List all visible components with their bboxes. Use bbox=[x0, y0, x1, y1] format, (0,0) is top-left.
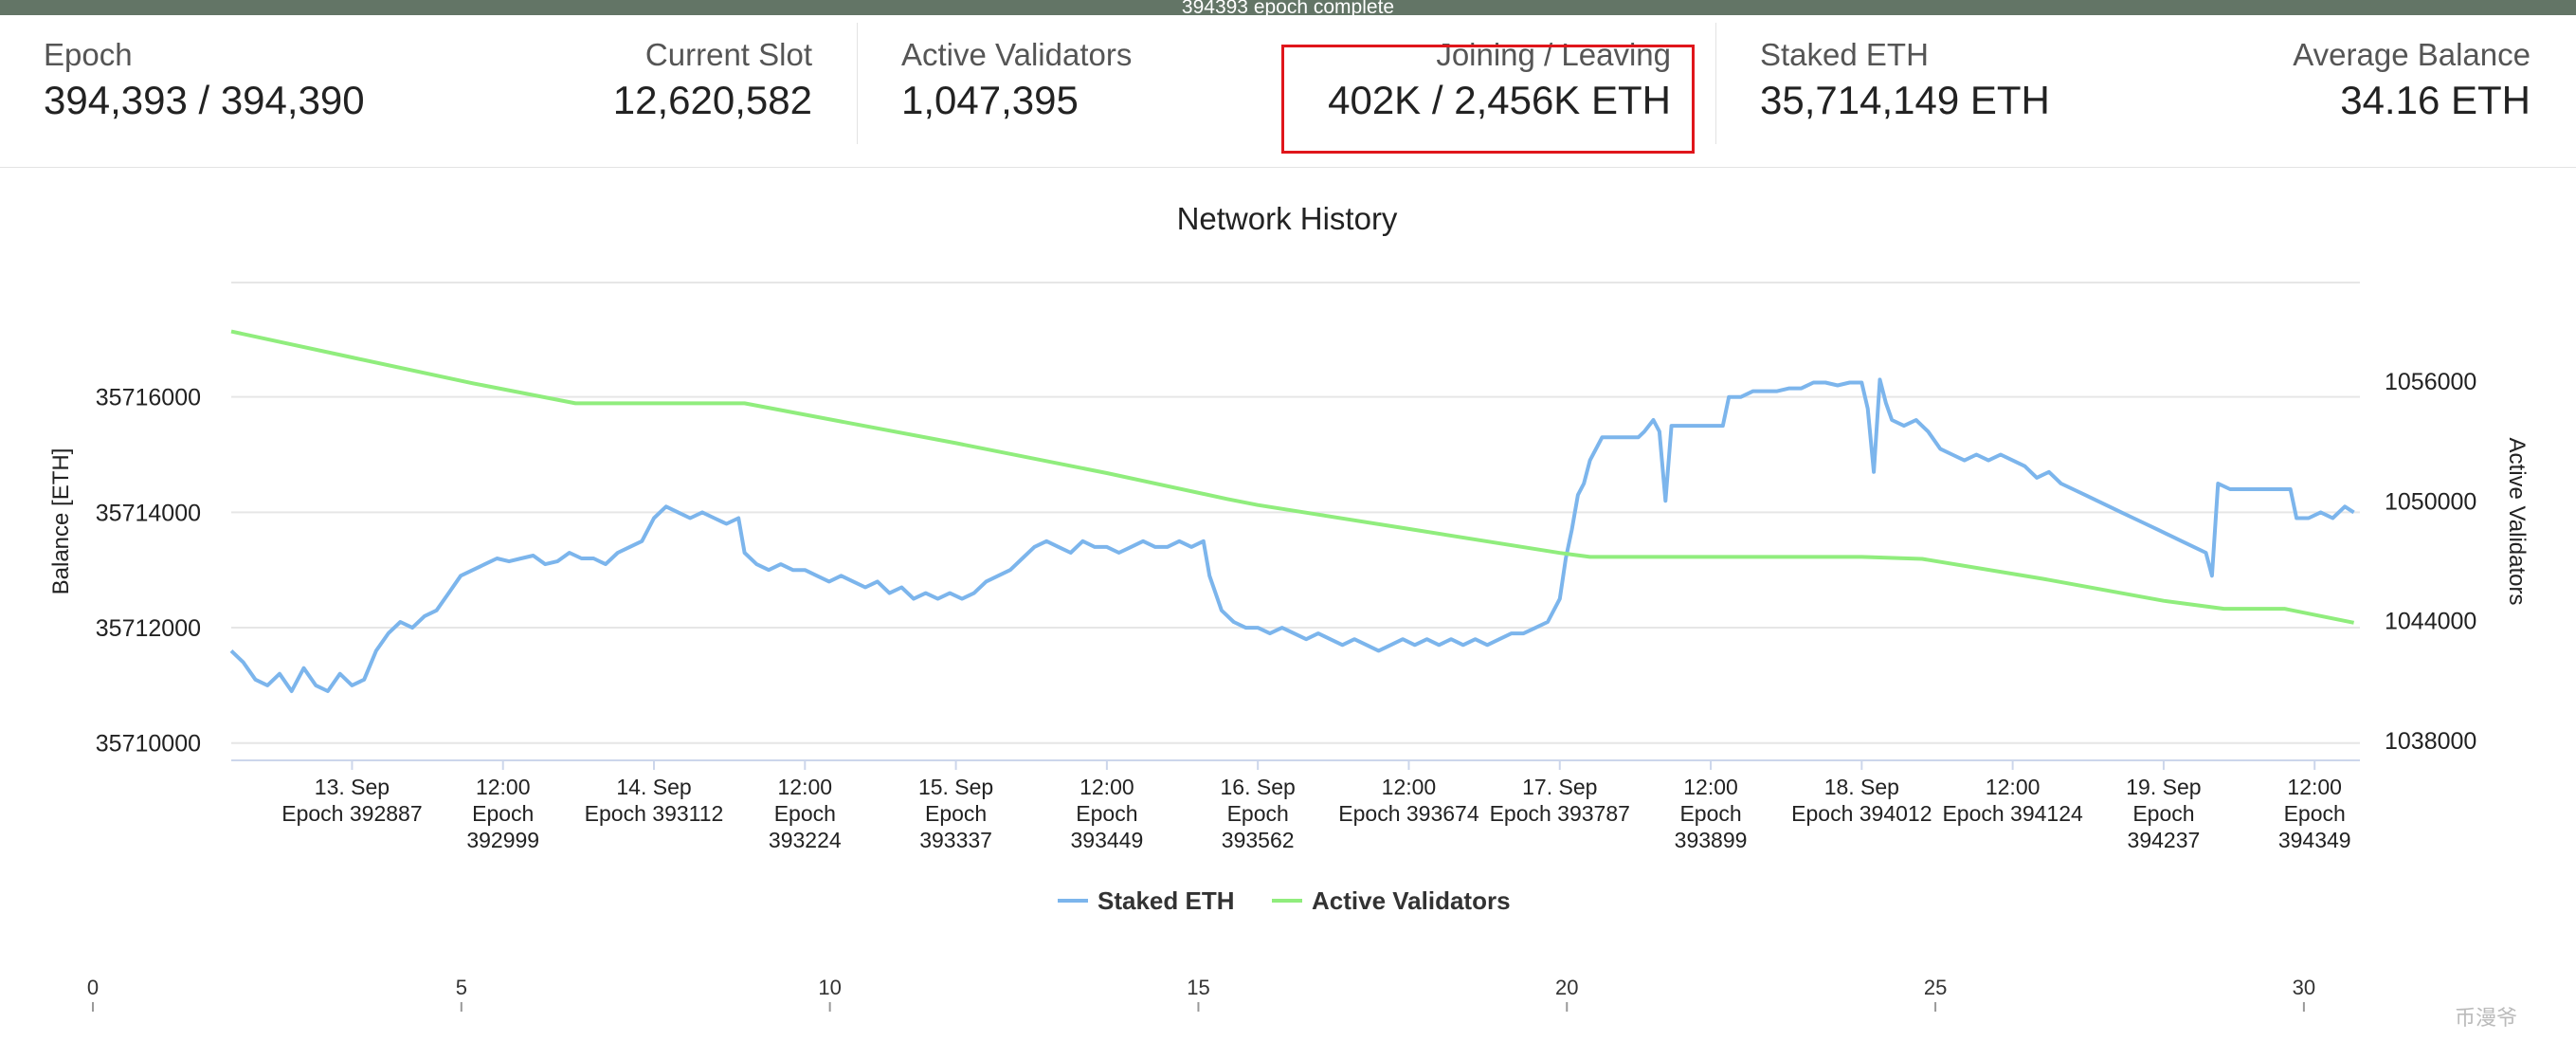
stat-epoch-value: 394,393 / 394,390 bbox=[44, 78, 365, 122]
x-axis-tick-label: 393337 bbox=[919, 828, 992, 852]
stat-average-balance-value: 34.16 ETH bbox=[2340, 78, 2531, 122]
left-axis-tick-label: 35710000 bbox=[96, 731, 201, 758]
stat-active-validators-label: Active Validators bbox=[901, 37, 1133, 72]
x-axis-tick-label: Epoch 393674 bbox=[1338, 801, 1479, 826]
navigator-tick-label: 20 bbox=[1555, 976, 1578, 999]
highlight-box bbox=[1281, 45, 1695, 154]
x-axis-tick-label: 12:00 bbox=[2287, 775, 2342, 799]
stat-joining-leaving-label: Joining / Leaving bbox=[1436, 37, 1671, 72]
stat-staked-eth-label: Staked ETH bbox=[1760, 37, 1929, 72]
x-axis-tick-label: 393899 bbox=[1675, 828, 1748, 852]
legend-label-staked-eth[interactable]: Staked ETH bbox=[1098, 886, 1235, 915]
stat-joining-leaving: Joining / Leaving 402K / 2,456K ETH bbox=[1328, 36, 1671, 127]
left-axis-title: Balance [ETH] bbox=[48, 448, 74, 595]
x-axis-tick-label: Epoch 393112 bbox=[585, 801, 724, 826]
x-axis-tick-label: Epoch bbox=[774, 801, 836, 826]
stat-average-balance-label: Average Balance bbox=[2293, 37, 2531, 72]
x-axis-tick-label: 17. Sep bbox=[1522, 775, 1597, 799]
stat-staked-eth-value: 35,714,149 ETH bbox=[1760, 78, 2050, 122]
navigator-tick-label: 15 bbox=[1187, 976, 1209, 999]
x-axis-tick-label: 12:00 bbox=[1382, 775, 1437, 799]
x-axis-tick-label: 12:00 bbox=[1683, 775, 1738, 799]
left-axis-tick-label: 35716000 bbox=[96, 385, 201, 411]
x-axis-tick-label: Epoch bbox=[2132, 801, 2194, 826]
x-axis-tick-label: Epoch bbox=[1679, 801, 1741, 826]
left-axis-ticks: 35710000 35712000 35714000 35716000 bbox=[96, 385, 201, 758]
navigator-tick-label: 10 bbox=[818, 976, 841, 999]
x-axis-tick-label: 13. Sep bbox=[315, 775, 390, 799]
stat-staked-eth: Staked ETH 35,714,149 ETH bbox=[1760, 36, 2050, 127]
x-axis-tick-label: 19. Sep bbox=[2126, 775, 2201, 799]
x-axis-tick-label: 16. Sep bbox=[1221, 775, 1296, 799]
stat-active-validators-value: 1,047,395 bbox=[901, 78, 1079, 122]
legend-label-active-validators[interactable]: Active Validators bbox=[1312, 886, 1511, 915]
navigator-tick-label: 25 bbox=[1924, 976, 1947, 999]
x-axis-tick-label: 393449 bbox=[1071, 828, 1144, 852]
watermark: 币漫爷 bbox=[2455, 1001, 2517, 1032]
x-axis-tick-label: 12:00 bbox=[1079, 775, 1134, 799]
network-history-chart: Network History 35710000 35712000 35714000… bbox=[48, 201, 2530, 1012]
right-axis-title: Active Validators bbox=[2504, 438, 2530, 606]
x-axis-tick-label: Epoch 393787 bbox=[1490, 801, 1630, 826]
x-axis-tick-label: Epoch 394124 bbox=[1942, 801, 2083, 826]
x-axis-tick-label: Epoch 394012 bbox=[1791, 801, 1932, 826]
navigator-tick-label: 0 bbox=[87, 976, 99, 999]
epoch-status-text: 394393 epoch complete bbox=[1181, 0, 1395, 15]
x-axis-tick-label: Epoch bbox=[1227, 801, 1289, 826]
stat-epoch: Epoch 394,393 / 394,390 bbox=[44, 36, 365, 127]
series-line-staked-eth bbox=[229, 377, 2355, 693]
x-axis-tick-label: 392999 bbox=[466, 828, 539, 852]
chart-gridlines bbox=[231, 282, 2360, 744]
right-axis-tick-label: 1056000 bbox=[2385, 369, 2476, 395]
stat-current-slot-value: 12,620,582 bbox=[612, 78, 812, 122]
x-axis-tick-label: 12:00 bbox=[778, 775, 833, 799]
x-axis-tick-label: 394349 bbox=[2278, 828, 2351, 852]
chart-series bbox=[229, 329, 2355, 693]
stat-divider bbox=[1715, 23, 1716, 144]
right-axis-tick-label: 1050000 bbox=[2385, 488, 2476, 515]
stat-joining-leaving-value: 402K / 2,456K ETH bbox=[1328, 78, 1671, 122]
right-axis-tick-label: 1044000 bbox=[2385, 609, 2476, 635]
left-axis-tick-label: 35714000 bbox=[96, 500, 201, 526]
x-axis-tick-label: Epoch bbox=[925, 801, 987, 826]
x-axis-tick-label: 18. Sep bbox=[1824, 775, 1899, 799]
x-axis-tick-label: Epoch bbox=[472, 801, 534, 826]
watermark-text: 币漫爷 bbox=[2455, 1006, 2518, 1030]
chart-title: Network History bbox=[1177, 201, 1398, 236]
x-axis-tick-label: 12:00 bbox=[476, 775, 531, 799]
chart-legend[interactable]: Staked ETH Active Validators bbox=[1058, 886, 1511, 915]
left-axis-tick-label: 35712000 bbox=[96, 615, 201, 642]
right-axis-tick-label: 1038000 bbox=[2385, 728, 2476, 755]
x-axis-tick-label: 15. Sep bbox=[918, 775, 993, 799]
stat-current-slot-label: Current Slot bbox=[644, 37, 812, 72]
x-axis-tick-label: Epoch bbox=[1076, 801, 1137, 826]
epoch-status-banner: 394393 epoch complete bbox=[0, 0, 2576, 15]
stat-current-slot: Current Slot 12,620,582 bbox=[613, 36, 812, 127]
navigator-tick-label: 30 bbox=[2293, 976, 2315, 999]
x-axis-tick-label: 394237 bbox=[2128, 828, 2201, 852]
x-axis-tick-label: Epoch 392887 bbox=[281, 801, 422, 826]
right-axis-ticks: 1038000 1044000 1050000 1056000 bbox=[2385, 369, 2476, 755]
series-line-active-validators bbox=[230, 329, 2354, 625]
stat-divider bbox=[857, 23, 858, 144]
network-stats-bar: Epoch 394,393 / 394,390 Current Slot 12,… bbox=[0, 15, 2576, 168]
x-axis-tick-label: 393562 bbox=[1222, 828, 1295, 852]
range-navigator[interactable]: 0 5 10 15 20 25 30 bbox=[87, 976, 2315, 1012]
x-axis-tick-label: 14. Sep bbox=[616, 775, 691, 799]
stat-average-balance: Average Balance 34.16 ETH bbox=[2293, 36, 2531, 127]
x-axis-tick-label: Epoch bbox=[2284, 801, 2346, 826]
x-axis-tick-label: 393224 bbox=[769, 828, 842, 852]
x-axis-tick-label: 12:00 bbox=[1986, 775, 2041, 799]
stat-epoch-label: Epoch bbox=[44, 37, 133, 72]
stat-active-validators: Active Validators 1,047,395 bbox=[901, 36, 1132, 127]
navigator-tick-label: 5 bbox=[456, 976, 467, 999]
